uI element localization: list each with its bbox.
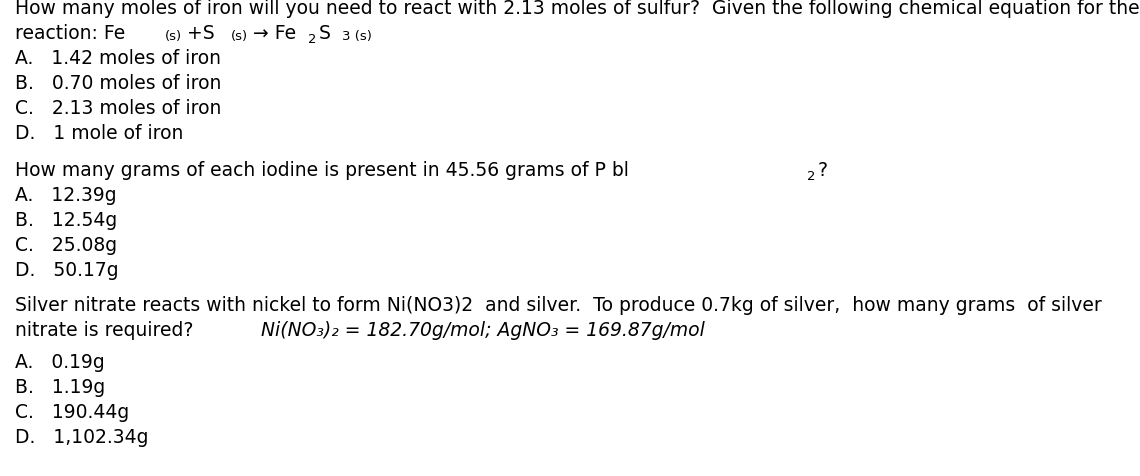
Text: (s): (s) [165, 30, 182, 43]
Text: How many grams of each iodine is present in 45.56 grams of P bl: How many grams of each iodine is present… [15, 161, 629, 180]
Text: How many moles of iron will you need to react with 2.13 moles of sulfur?  Given : How many moles of iron will you need to … [15, 0, 1140, 18]
Text: ?: ? [819, 161, 828, 180]
Text: A.   1.42 moles of iron: A. 1.42 moles of iron [15, 49, 221, 68]
Text: Ni(NO₃)₂ = 182.70g/mol; AgNO₃ = 169.87g/mol: Ni(NO₃)₂ = 182.70g/mol; AgNO₃ = 169.87g/… [261, 321, 705, 340]
Text: C.   25.08g: C. 25.08g [15, 236, 117, 255]
Text: Silver nitrate reacts with nickel to form Ni(NO3)2  and silver.  To produce 0.7k: Silver nitrate reacts with nickel to for… [15, 296, 1101, 315]
Text: reaction: Fe: reaction: Fe [15, 24, 131, 43]
Text: B.   0.70 moles of iron: B. 0.70 moles of iron [15, 74, 221, 93]
Text: S: S [319, 24, 337, 43]
Text: A.   12.39g: A. 12.39g [15, 186, 116, 205]
Text: D.   50.17g: D. 50.17g [15, 261, 119, 280]
Text: 2: 2 [308, 33, 317, 46]
Text: D.   1,102.34g: D. 1,102.34g [15, 428, 148, 447]
Text: B.   1.19g: B. 1.19g [15, 378, 105, 397]
Text: → Fe: → Fe [253, 24, 295, 43]
Text: A.   0.19g: A. 0.19g [15, 353, 105, 372]
Text: 3 (s): 3 (s) [342, 30, 372, 43]
Text: B.   12.54g: B. 12.54g [15, 211, 117, 230]
Text: +S: +S [187, 24, 221, 43]
Text: 2: 2 [807, 170, 815, 183]
Text: (s): (s) [230, 30, 247, 43]
Text: C.   190.44g: C. 190.44g [15, 403, 129, 422]
Text: D.   1 mole of iron: D. 1 mole of iron [15, 124, 184, 143]
Text: nitrate is required?: nitrate is required? [15, 321, 205, 340]
Text: C.   2.13 moles of iron: C. 2.13 moles of iron [15, 99, 221, 118]
